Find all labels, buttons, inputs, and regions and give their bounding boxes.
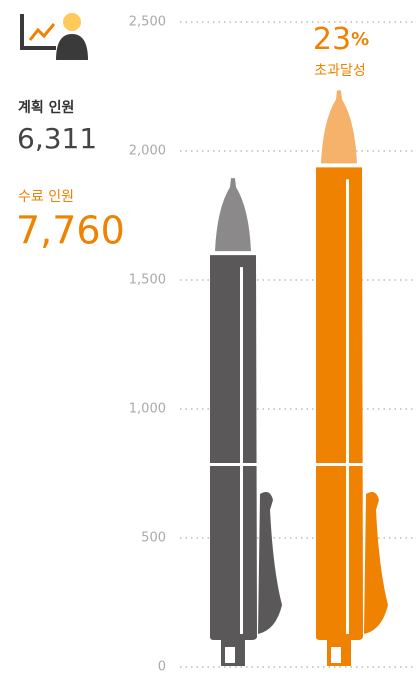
done-label: 수료 인원 bbox=[18, 189, 74, 205]
annotation-caption: 초과달성 bbox=[314, 63, 366, 79]
barrel-highlight bbox=[346, 179, 349, 634]
body bbox=[56, 34, 88, 60]
pen-clip bbox=[364, 492, 388, 634]
barrel-highlight bbox=[240, 267, 243, 634]
nib-highlight bbox=[225, 647, 235, 663]
y-tick-label: 2,500 bbox=[129, 15, 166, 30]
pen-tip bbox=[215, 178, 251, 251]
barrel-band bbox=[316, 463, 363, 466]
presenter-icon bbox=[22, 13, 88, 60]
y-tick-label: 2,000 bbox=[129, 144, 166, 159]
pen-barrel bbox=[316, 167, 363, 640]
annotation-unit: % bbox=[351, 29, 369, 50]
annotation-value: 23% bbox=[313, 22, 369, 57]
plan-label: 계획 인원 bbox=[18, 99, 74, 116]
annotation-number: 23 bbox=[313, 22, 351, 57]
pen-clip bbox=[258, 492, 282, 634]
plan-value: 6,311 bbox=[17, 122, 97, 155]
y-tick-label: 1,000 bbox=[129, 402, 166, 417]
pen-tip bbox=[321, 90, 357, 163]
pen bbox=[316, 90, 388, 666]
trend-line bbox=[30, 24, 54, 40]
pen-barrel bbox=[210, 255, 257, 640]
done-value: 7,760 bbox=[16, 209, 125, 253]
y-tick-label: 500 bbox=[141, 531, 166, 546]
nib-highlight bbox=[331, 647, 341, 663]
y-tick-label: 1,500 bbox=[129, 273, 166, 288]
infographic: 계획 인원 6,311 수료 인원 7,760 0 500 1,000 1,500 2,… bbox=[0, 0, 418, 673]
y-tick-label: 0 bbox=[158, 660, 166, 673]
head bbox=[63, 13, 81, 31]
pen bbox=[210, 178, 282, 666]
barrel-band bbox=[210, 463, 257, 466]
